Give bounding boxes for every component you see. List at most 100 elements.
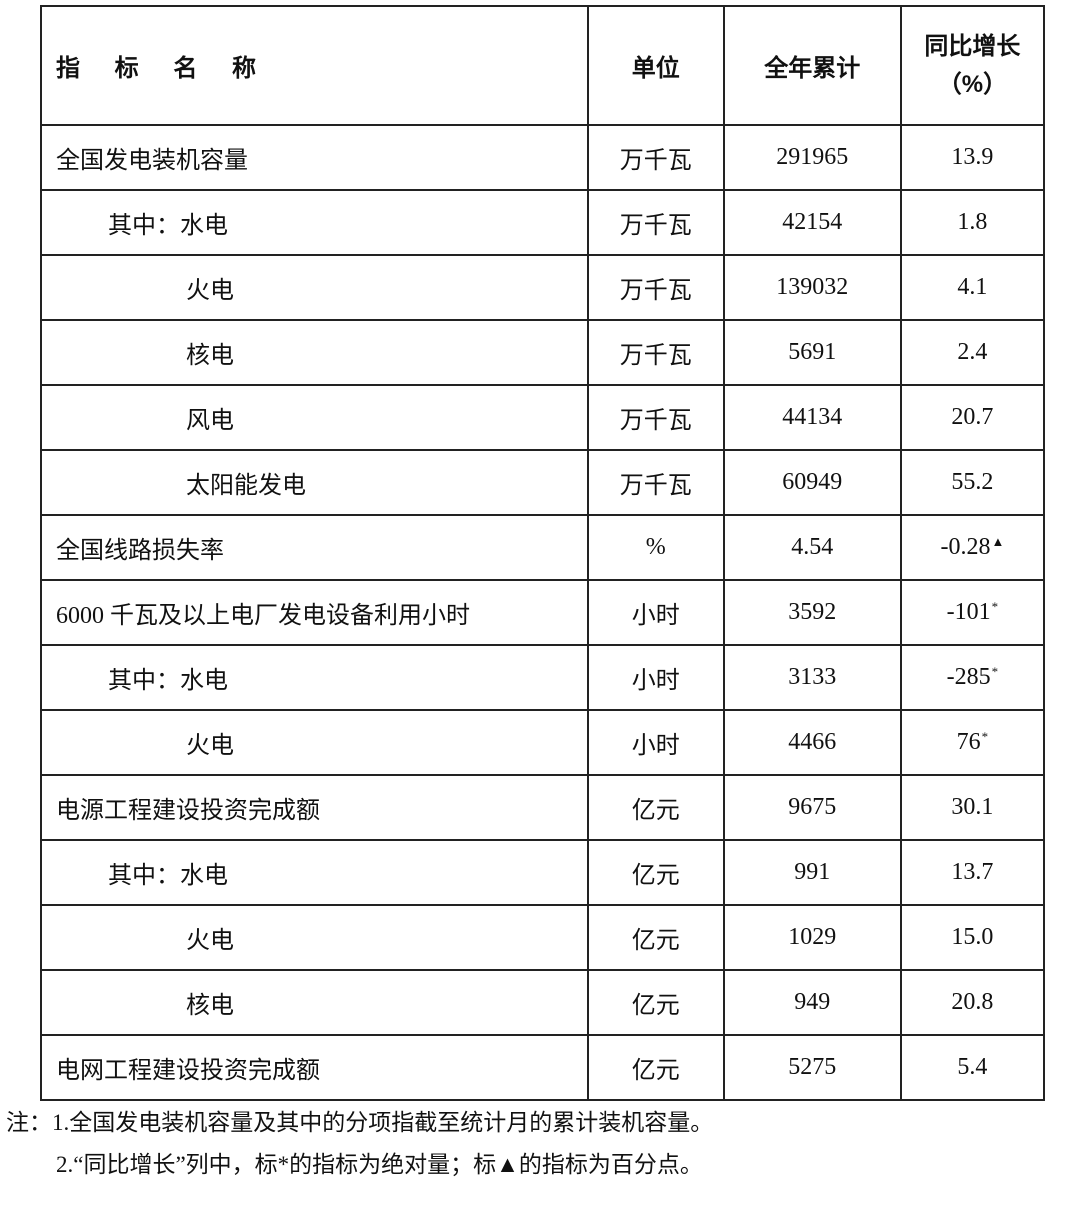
header-growth: 同比增长 （%） — [899, 5, 1046, 126]
table-row: 其中：水电 万千瓦 42154 1.8 — [40, 189, 1046, 256]
row-unit: 万千瓦 — [586, 254, 725, 321]
table-row: 核电 亿元 949 20.8 — [40, 969, 1046, 1036]
row-total: 60949 — [722, 449, 902, 516]
row-total: 3133 — [722, 644, 902, 711]
row-unit: 万千瓦 — [586, 384, 725, 451]
row-unit: 亿元 — [586, 969, 725, 1036]
row-unit: 万千瓦 — [586, 189, 725, 256]
row-growth: 5.4 — [899, 1034, 1046, 1101]
growth-mark: * — [991, 599, 999, 614]
growth-value: 4.1 — [957, 274, 988, 300]
row-growth: 15.0 — [899, 904, 1046, 971]
row-unit: 小时 — [586, 579, 725, 646]
footnotes: 注：1.全国发电装机容量及其中的分项指截至统计月的累计装机容量。 2.“同比增长… — [6, 1102, 713, 1186]
growth-value: 20.8 — [951, 989, 994, 1015]
row-growth: 13.7 — [899, 839, 1046, 906]
table-row: 其中：水电 小时 3133 -285* — [40, 644, 1046, 711]
growth-value: -285 — [946, 664, 991, 690]
row-total: 44134 — [722, 384, 902, 451]
row-unit: 亿元 — [586, 904, 725, 971]
note-2: 2.“同比增长”列中，标*的指标为绝对量；标▲的指标为百分点。 — [56, 1152, 703, 1177]
row-total: 949 — [722, 969, 902, 1036]
row-unit: % — [586, 514, 725, 581]
growth-value: 30.1 — [951, 794, 994, 820]
row-total: 5275 — [722, 1034, 902, 1101]
growth-value: 15.0 — [951, 924, 994, 950]
row-total: 9675 — [722, 774, 902, 841]
row-total: 42154 — [722, 189, 902, 256]
row-total: 139032 — [722, 254, 902, 321]
row-total: 3592 — [722, 579, 902, 646]
table-row: 电源工程建设投资完成额 亿元 9675 30.1 — [40, 774, 1046, 841]
header-row: 指 标 名 称 单位 全年累计 同比增长 （%） — [40, 5, 1046, 126]
row-growth: 76* — [899, 709, 1046, 776]
growth-value: -101 — [946, 599, 991, 625]
row-total: 4466 — [722, 709, 902, 776]
growth-value: 76 — [956, 729, 981, 755]
row-growth: -0.28▲ — [899, 514, 1046, 581]
header-name: 指 标 名 称 — [40, 5, 589, 126]
row-name: 6000 千瓦及以上电厂发电设备利用小时 — [40, 579, 589, 646]
growth-mark: * — [991, 664, 999, 679]
row-growth: 4.1 — [899, 254, 1046, 321]
row-growth: -101* — [899, 579, 1046, 646]
row-total: 5691 — [722, 319, 902, 386]
table-row: 其中：水电 亿元 991 13.7 — [40, 839, 1046, 906]
row-name: 火电 — [40, 709, 589, 776]
table-row: 火电 亿元 1029 15.0 — [40, 904, 1046, 971]
growth-value: 55.2 — [951, 469, 994, 495]
growth-value: 13.9 — [951, 144, 994, 170]
row-growth: -285* — [899, 644, 1046, 711]
row-total: 1029 — [722, 904, 902, 971]
row-name: 电源工程建设投资完成额 — [40, 774, 589, 841]
row-name: 风电 — [40, 384, 589, 451]
growth-mark: * — [981, 729, 989, 744]
note-1: 注：1.全国发电装机容量及其中的分项指截至统计月的累计装机容量。 — [6, 1110, 714, 1135]
table-row: 火电 万千瓦 139032 4.1 — [40, 254, 1046, 321]
row-growth: 13.9 — [899, 124, 1046, 191]
growth-value: 1.8 — [957, 209, 988, 235]
row-name: 其中：水电 — [40, 189, 589, 256]
row-growth: 30.1 — [899, 774, 1046, 841]
growth-value: -0.28 — [940, 534, 991, 560]
table-row: 全国发电装机容量 万千瓦 291965 13.9 — [40, 124, 1046, 191]
header-growth-label: 同比增长 — [924, 32, 1021, 60]
row-growth: 1.8 — [899, 189, 1046, 256]
row-name: 全国线路损失率 — [40, 514, 589, 581]
row-name: 核电 — [40, 969, 589, 1036]
row-name: 火电 — [40, 904, 589, 971]
row-total: 291965 — [722, 124, 902, 191]
row-growth: 55.2 — [899, 449, 1046, 516]
row-unit: 万千瓦 — [586, 319, 725, 386]
growth-value: 20.7 — [951, 404, 994, 430]
row-growth: 2.4 — [899, 319, 1046, 386]
statistics-table: 指 标 名 称 单位 全年累计 同比增长 （%） 全国发电装机容量 万千瓦 2919… — [40, 5, 1046, 1101]
row-unit: 万千瓦 — [586, 449, 725, 516]
row-total: 4.54 — [722, 514, 902, 581]
growth-value: 5.4 — [957, 1054, 988, 1080]
table-row: 火电 小时 4466 76* — [40, 709, 1046, 776]
row-growth: 20.8 — [899, 969, 1046, 1036]
table-row: 电网工程建设投资完成额 亿元 5275 5.4 — [40, 1034, 1046, 1101]
table-row: 太阳能发电 万千瓦 60949 55.2 — [40, 449, 1046, 516]
row-name: 电网工程建设投资完成额 — [40, 1034, 589, 1101]
header-growth-unit: （%） — [937, 70, 1008, 98]
row-unit: 万千瓦 — [586, 124, 725, 191]
row-unit: 亿元 — [586, 1034, 725, 1101]
header-unit: 单位 — [586, 5, 725, 126]
growth-value: 13.7 — [951, 859, 994, 885]
header-total: 全年累计 — [722, 5, 902, 126]
row-name: 火电 — [40, 254, 589, 321]
row-growth: 20.7 — [899, 384, 1046, 451]
table-row: 风电 万千瓦 44134 20.7 — [40, 384, 1046, 451]
growth-value: 2.4 — [957, 339, 988, 365]
growth-mark: ▲ — [991, 534, 1005, 549]
row-unit: 亿元 — [586, 839, 725, 906]
row-unit: 小时 — [586, 644, 725, 711]
row-name: 其中：水电 — [40, 644, 589, 711]
table-row: 核电 万千瓦 5691 2.4 — [40, 319, 1046, 386]
row-unit: 亿元 — [586, 774, 725, 841]
table-row: 全国线路损失率% 4.54 -0.28▲ — [40, 514, 1046, 581]
table-row: 6000 千瓦及以上电厂发电设备利用小时 小时 3592 -101* — [40, 579, 1046, 646]
row-name: 其中：水电 — [40, 839, 589, 906]
